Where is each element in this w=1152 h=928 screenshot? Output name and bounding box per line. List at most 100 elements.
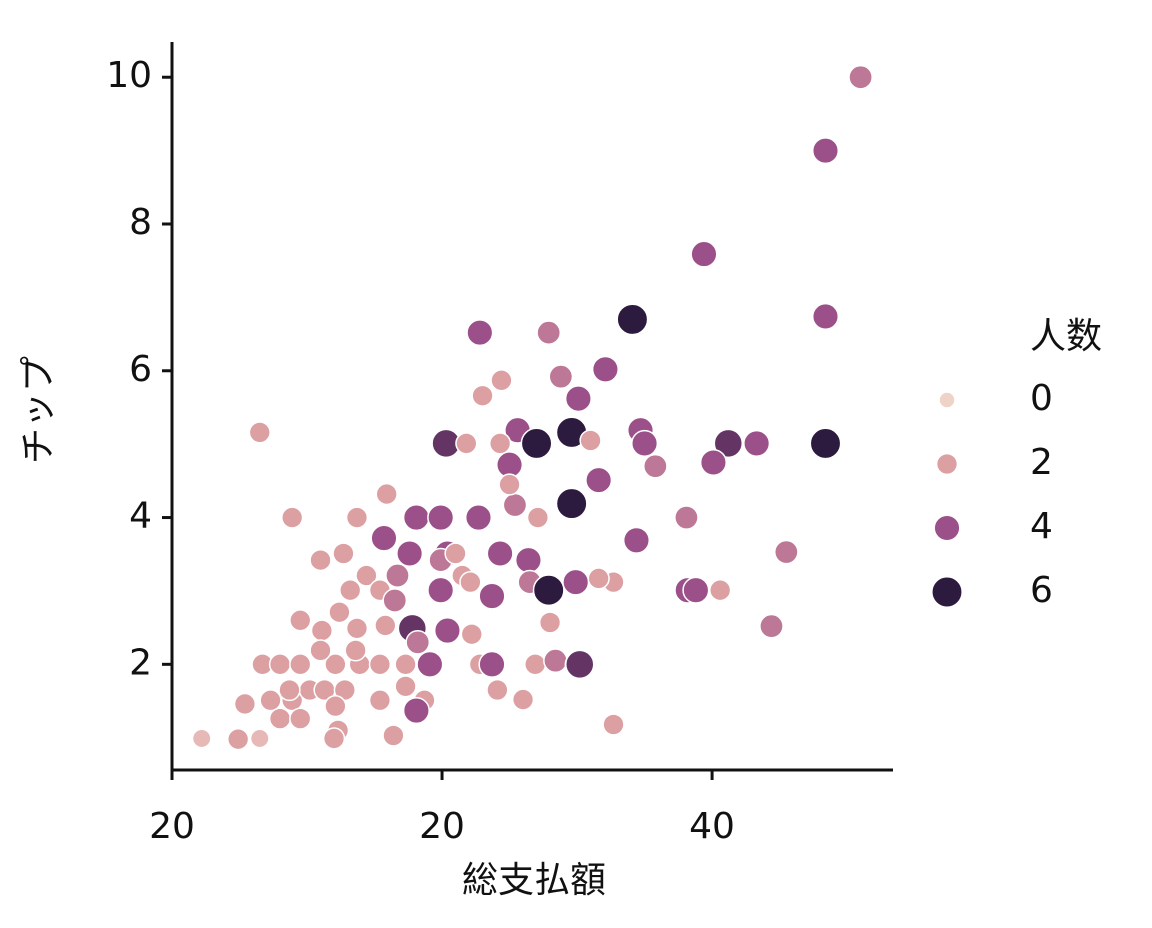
point [811, 137, 840, 165]
point [332, 542, 355, 565]
point [460, 623, 483, 646]
point [585, 466, 613, 494]
point [471, 384, 494, 407]
point [682, 576, 710, 604]
point [345, 617, 369, 640]
point [394, 653, 417, 676]
point [478, 582, 506, 610]
point [520, 427, 553, 460]
point [562, 568, 590, 596]
point [538, 611, 562, 634]
y-tick-label: 10 [106, 55, 152, 96]
point [773, 539, 799, 565]
point [455, 432, 478, 455]
point [511, 688, 535, 711]
point [743, 429, 771, 457]
point [289, 707, 312, 730]
point [690, 240, 718, 268]
point [281, 506, 304, 529]
point [249, 728, 270, 749]
point [433, 617, 461, 645]
point [643, 453, 668, 479]
legend-marker [933, 514, 961, 542]
point [382, 724, 405, 747]
y-tick-label: 8 [129, 202, 152, 243]
y-tick-label: 2 [129, 642, 152, 683]
point [339, 579, 362, 602]
point [548, 364, 574, 389]
point [631, 429, 659, 457]
point [385, 563, 410, 588]
legend-title: 人数 [1030, 316, 1102, 357]
legend-marker [935, 452, 959, 476]
point [268, 653, 292, 676]
point [591, 355, 619, 383]
point [564, 385, 592, 413]
x-axis-label: 総支払額 [462, 860, 606, 901]
point [322, 727, 346, 750]
point [405, 629, 431, 655]
y-tick-label: 4 [129, 496, 152, 537]
point [587, 567, 610, 590]
point [709, 579, 732, 602]
point [248, 421, 271, 444]
point [502, 492, 528, 518]
x-tick-label: 20 [149, 806, 195, 847]
point [579, 429, 602, 452]
point [227, 728, 250, 751]
point [382, 588, 408, 613]
point [490, 369, 513, 392]
y-tick-label: 6 [129, 349, 152, 390]
point [368, 653, 392, 676]
point [324, 695, 347, 718]
point [374, 614, 397, 637]
point [459, 570, 482, 594]
point [344, 639, 367, 662]
x-tick-label: 40 [689, 806, 735, 847]
point [466, 319, 494, 347]
point [543, 648, 568, 674]
point [402, 697, 430, 725]
point [565, 649, 595, 680]
point [328, 601, 351, 624]
x-tick-label: 20 [419, 806, 465, 847]
point [536, 320, 562, 345]
point [811, 302, 840, 331]
point [289, 653, 312, 676]
point [396, 539, 424, 568]
point [524, 653, 547, 676]
point [488, 432, 512, 455]
point [278, 678, 301, 702]
point [309, 639, 332, 662]
point [759, 613, 784, 639]
point [674, 505, 699, 530]
point [514, 546, 542, 574]
point [355, 564, 378, 587]
point [555, 487, 588, 520]
point [486, 678, 509, 702]
legend-marker [931, 576, 963, 608]
legend-label: 2 [1030, 442, 1053, 483]
point [345, 506, 369, 529]
point [464, 503, 493, 532]
point [444, 542, 467, 565]
point [427, 503, 455, 532]
point [259, 689, 282, 712]
point [532, 574, 565, 607]
point [848, 64, 873, 90]
point [427, 576, 455, 604]
point [191, 728, 212, 749]
point [602, 713, 625, 736]
legend-label: 4 [1030, 506, 1053, 547]
point [713, 428, 744, 459]
point [310, 619, 334, 642]
point [622, 526, 651, 554]
point [370, 524, 398, 552]
point [478, 650, 506, 678]
point [498, 473, 521, 496]
point [402, 503, 430, 532]
point [526, 506, 550, 529]
point [309, 548, 332, 572]
point [809, 427, 842, 460]
